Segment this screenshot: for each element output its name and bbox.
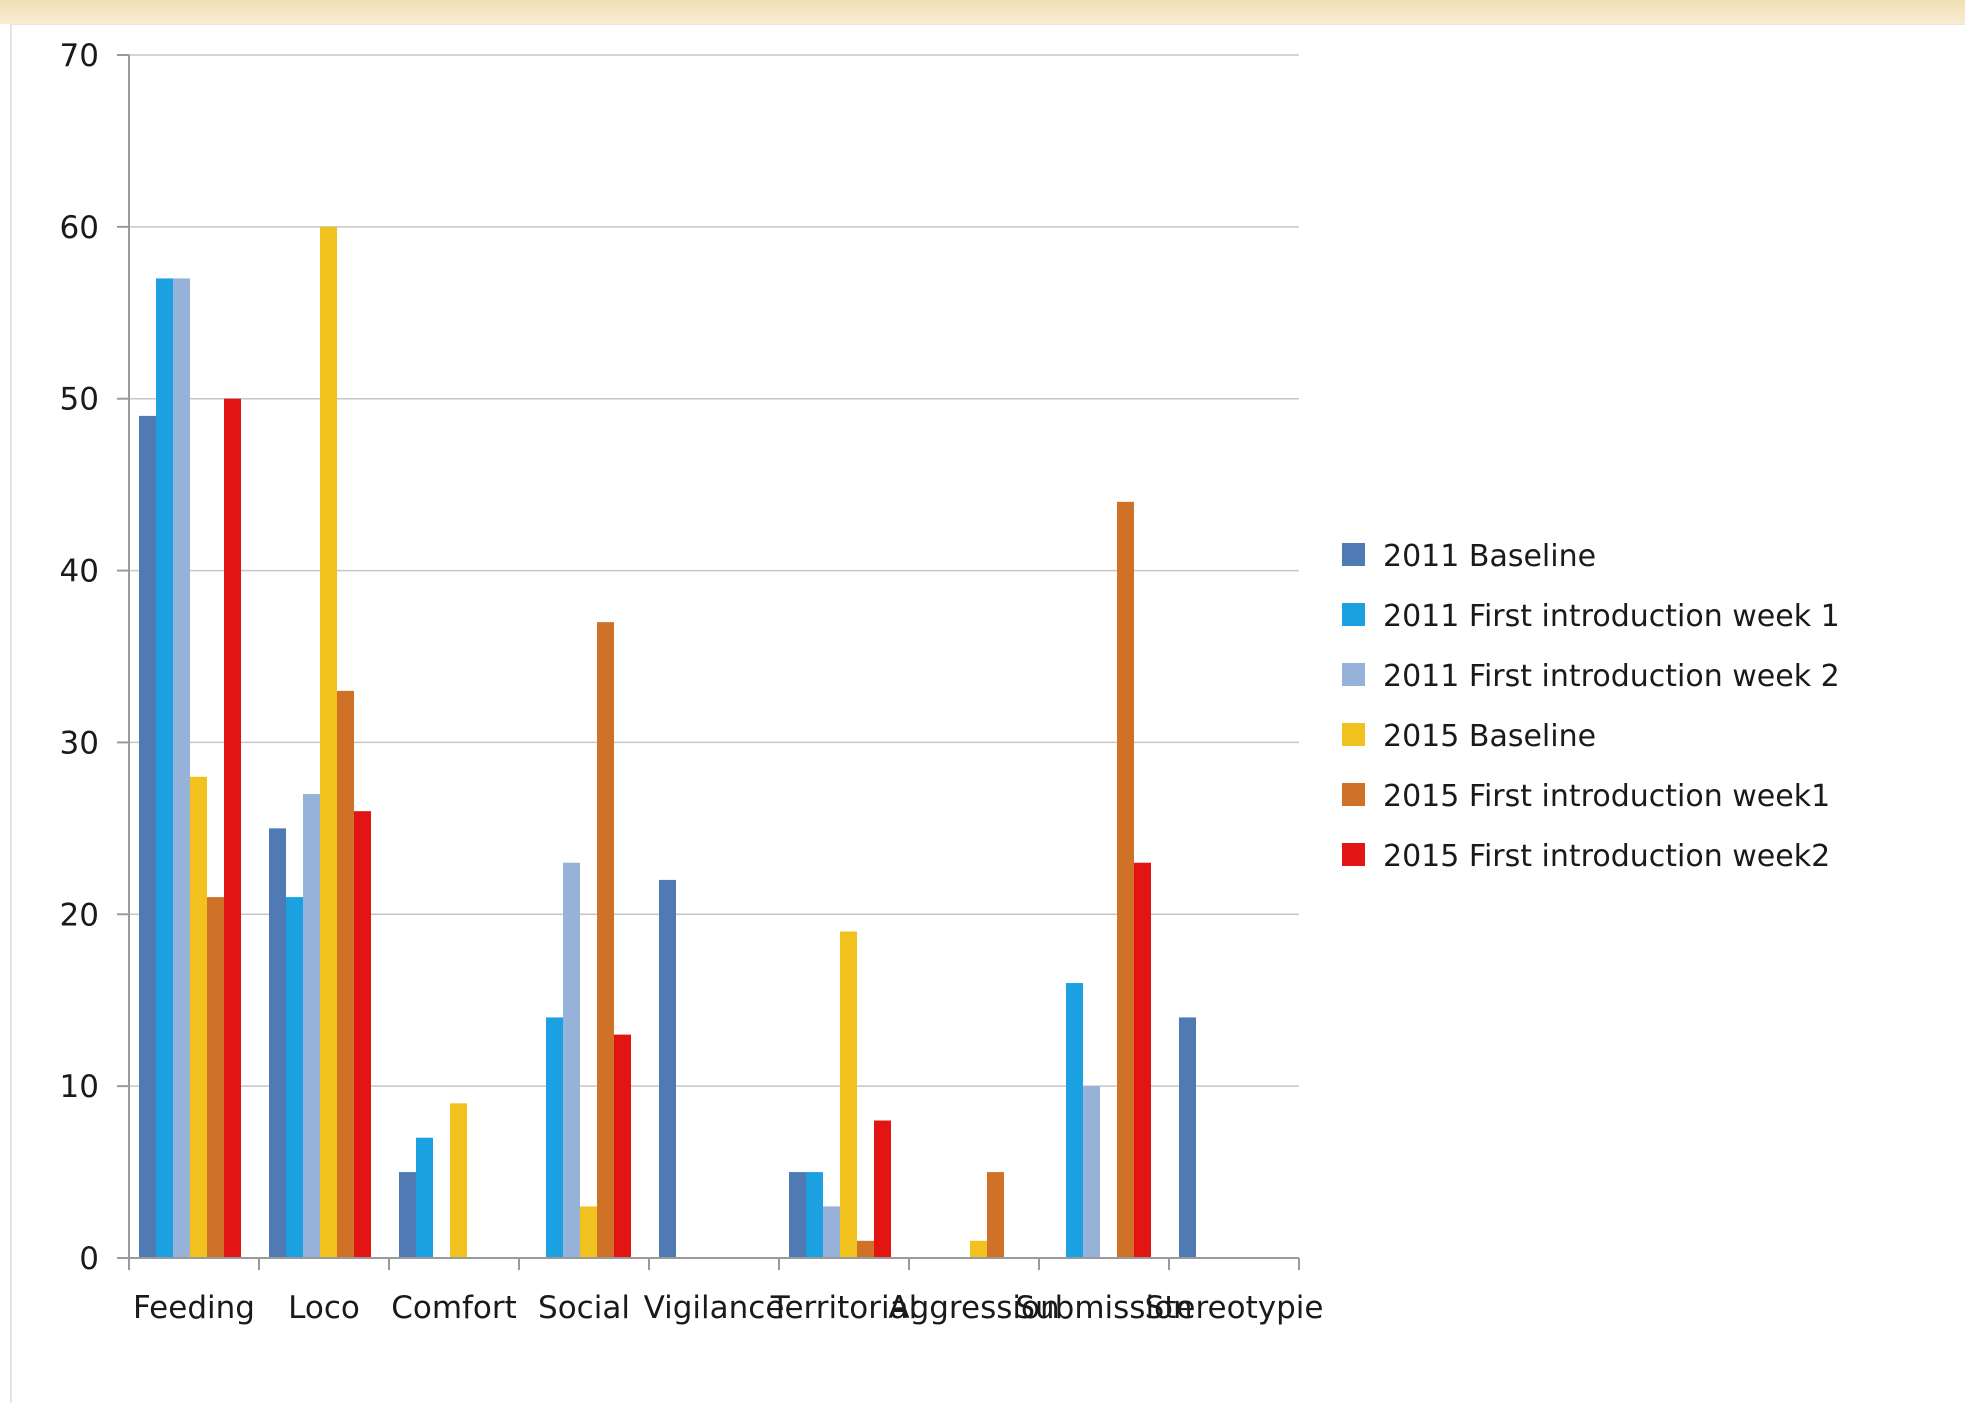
category-label-stereotypie: Stereotypie: [1145, 1290, 1324, 1326]
bar-2011-baseline-comfort: [399, 1172, 416, 1258]
legend-swatch-2015-first-introduction-week1: [1342, 783, 1365, 806]
bar-2011-baseline-loco: [269, 828, 286, 1258]
bar-2015-baseline-loco: [320, 226, 337, 1258]
legend-swatch-2011-first-introduction-week-2: [1342, 663, 1365, 686]
bar-2011-baseline-territorial: [789, 1172, 806, 1258]
bar-2011-first-introduction-week-2-territorial: [823, 1206, 840, 1258]
bar-2015-first-introduction-week1-feeding: [207, 897, 224, 1258]
category-labels: Feeding Loco Comfort Social VigilanceTerrito…: [133, 1290, 1323, 1326]
bar-2015-first-introduction-week2-social: [614, 1034, 631, 1258]
bar-2011-first-introduction-week-2-submission: [1083, 1086, 1100, 1258]
bars: [139, 226, 1196, 1258]
category-label-aggression: Aggression: [888, 1290, 1059, 1326]
bar-2015-first-introduction-week2-feeding: [224, 398, 241, 1258]
bar-2015-first-introduction-week1-aggression: [987, 1172, 1004, 1258]
bar-2015-first-introduction-week2-submission: [1134, 862, 1151, 1258]
bar-2015-baseline-comfort: [450, 1103, 467, 1258]
bar-2011-first-introduction-week-1-loco: [286, 897, 303, 1258]
bar-2011-first-introduction-week-1-social: [546, 1017, 563, 1258]
y-tick-label: 10: [60, 1069, 99, 1105]
legend-swatch-2011-baseline: [1342, 543, 1365, 566]
bar-2015-first-introduction-week2-territorial: [874, 1120, 891, 1258]
category-label-vigilance: Vigilance: [644, 1290, 785, 1326]
bar-2015-first-introduction-week1-submission: [1117, 501, 1134, 1258]
legend: 2011 Baseline 2011 First introduction wee…: [1342, 539, 1840, 874]
bar-2015-first-introduction-week1-social: [597, 622, 614, 1258]
y-tick-label: 40: [60, 554, 99, 590]
legend-swatch-2011-first-introduction-week-1: [1342, 603, 1365, 626]
bar-2011-first-introduction-week-2-loco: [303, 793, 320, 1258]
bar-2015-baseline-feeding: [190, 776, 207, 1258]
bar-2015-baseline-social: [580, 1206, 597, 1258]
legend-swatch-2015-first-introduction-week2: [1342, 843, 1365, 866]
bar-2011-first-introduction-week-1-territorial: [806, 1172, 823, 1258]
top-band: [0, 0, 1965, 24]
y-tick-label: 70: [60, 38, 99, 74]
bar-chart: 0 10 20 30 40 50 60 70 Feeding Loco Comfort Social…: [60, 38, 1840, 1326]
bar-2011-first-introduction-week-1-submission: [1066, 983, 1083, 1258]
bar-2011-first-introduction-week-2-social: [563, 862, 580, 1258]
legend-label-2015-first-introduction-week1: 2015 First introduction week1: [1383, 779, 1830, 814]
category-label-submission: Submission: [1015, 1290, 1192, 1326]
legend-label-2011-baseline: 2011 Baseline: [1383, 539, 1596, 574]
category-label-loco: Loco: [288, 1290, 360, 1326]
axes: [117, 54, 1300, 1270]
bar-2015-first-introduction-week1-loco: [337, 690, 354, 1258]
legend-label-2015-first-introduction-week2: 2015 First introduction week2: [1383, 839, 1830, 874]
bar-2015-first-introduction-week2-loco: [354, 811, 371, 1258]
bar-2015-first-introduction-week1-territorial: [857, 1240, 874, 1258]
bar-2011-baseline-vigilance: [659, 879, 676, 1258]
y-tick-label: 50: [60, 382, 99, 418]
y-tick-label: 0: [79, 1241, 99, 1277]
category-label-social: Social: [538, 1290, 630, 1326]
legend-label-2011-first-introduction-week-1: 2011 First introduction week 1: [1383, 599, 1840, 634]
bar-2015-baseline-territorial: [840, 931, 857, 1258]
y-tick-label: 30: [60, 725, 99, 761]
bar-2015-baseline-aggression: [970, 1240, 987, 1258]
legend-label-2011-first-introduction-week-2: 2011 First introduction week 2: [1383, 659, 1840, 694]
category-label-territorial: Territorial: [770, 1290, 917, 1326]
bar-2011-baseline-feeding: [139, 415, 156, 1258]
legend-swatch-2015-baseline: [1342, 723, 1365, 746]
bar-2011-first-introduction-week-2-feeding: [173, 278, 190, 1258]
bar-2011-baseline-stereotypie: [1179, 1017, 1196, 1258]
y-tick-label: 20: [60, 897, 99, 933]
legend-label-2015-baseline: 2015 Baseline: [1383, 719, 1596, 754]
category-label-feeding: Feeding: [133, 1290, 255, 1326]
y-tick-label: 60: [60, 210, 99, 246]
bar-2011-first-introduction-week-1-comfort: [416, 1137, 433, 1258]
category-label-comfort: Comfort: [391, 1290, 517, 1326]
bar-2011-first-introduction-week-1-feeding: [156, 278, 173, 1258]
y-tick-labels: 0 10 20 30 40 50 60 70: [60, 38, 99, 1277]
chart-panel: 0 10 20 30 40 50 60 70 Feeding Loco Comfort Social…: [10, 24, 1965, 1403]
